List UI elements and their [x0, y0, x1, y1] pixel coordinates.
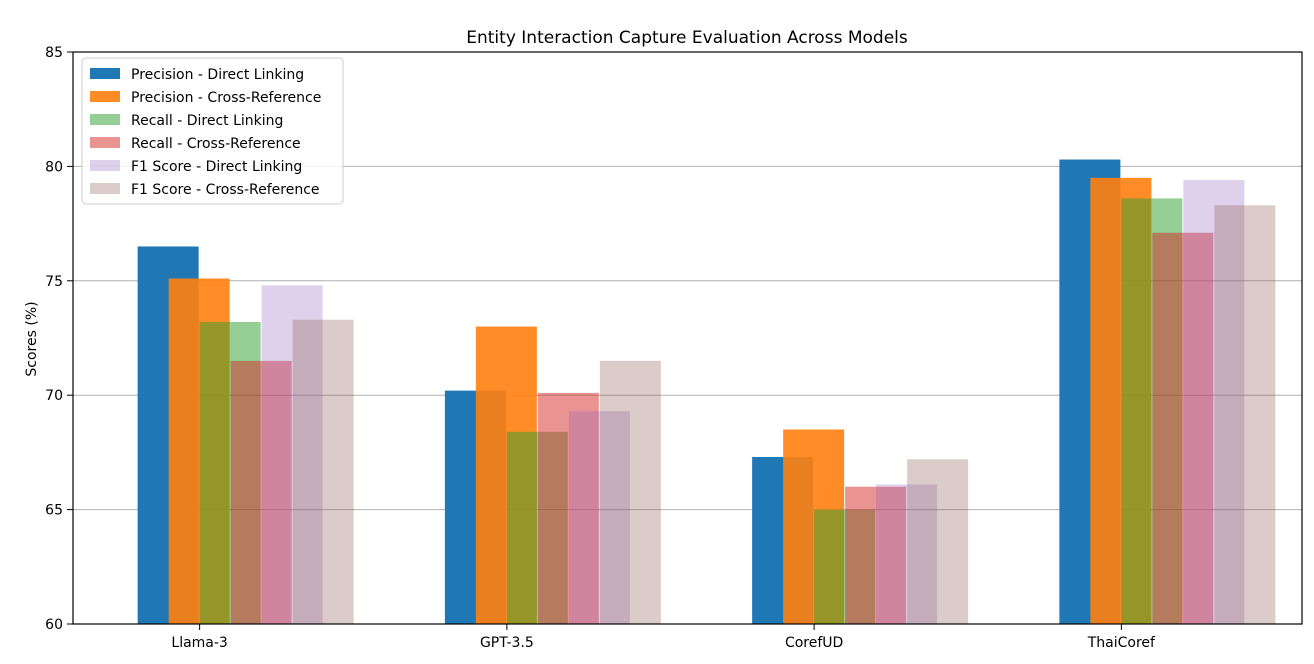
legend-swatch [90, 183, 120, 194]
legend-label: Precision - Direct Linking [131, 67, 304, 83]
legend-swatch [90, 160, 120, 171]
bars [137, 159, 1276, 625]
bar [537, 392, 599, 624]
x-tick-label: CorefUD [785, 635, 843, 651]
y-tick-label: 70 [45, 388, 63, 404]
y-tick-label: 85 [45, 45, 63, 61]
bar [261, 285, 323, 624]
legend-label: Recall - Cross-Reference [131, 136, 301, 152]
legend-swatch [90, 114, 120, 125]
legend-label: Precision - Cross-Reference [131, 90, 321, 106]
x-tick-label: Llama-3 [171, 635, 227, 651]
plot-frame [72, 51, 1303, 625]
axes: 60 65 70 75 80 85 Llama-3 GPT-3.5 CorefUD ThaiCor… [45, 45, 1303, 651]
y-tick-label: 75 [45, 274, 63, 290]
x-tick-label: ThaiCoref [1087, 635, 1156, 651]
y-tick-label: 60 [45, 617, 63, 633]
legend-label: Recall - Direct Linking [131, 113, 283, 129]
legend-box [81, 57, 344, 205]
legend-label: F1 Score - Direct Linking [131, 159, 302, 175]
y-tick-label: 80 [45, 159, 63, 175]
bar [1152, 232, 1214, 624]
bar [230, 360, 292, 624]
y-tick-label: 65 [45, 503, 63, 519]
legend: Precision - Direct Linking Precision - Cr… [81, 57, 344, 205]
bar [876, 484, 938, 624]
bar [907, 459, 969, 624]
bar [845, 486, 907, 624]
bar [568, 411, 630, 624]
y-axis-label: Scores (%) [24, 301, 40, 376]
legend-swatch [90, 68, 120, 79]
bar [1183, 180, 1245, 625]
legend-label: F1 Score - Cross-Reference [131, 182, 320, 198]
x-tick-label: GPT-3.5 [480, 635, 534, 651]
bar [1214, 205, 1276, 624]
legend-swatch [90, 137, 120, 148]
legend-swatch [90, 91, 120, 102]
bar [599, 360, 661, 624]
bar [292, 319, 354, 624]
chart-title: Entity Interaction Capture Evaluation Ac… [466, 28, 908, 48]
